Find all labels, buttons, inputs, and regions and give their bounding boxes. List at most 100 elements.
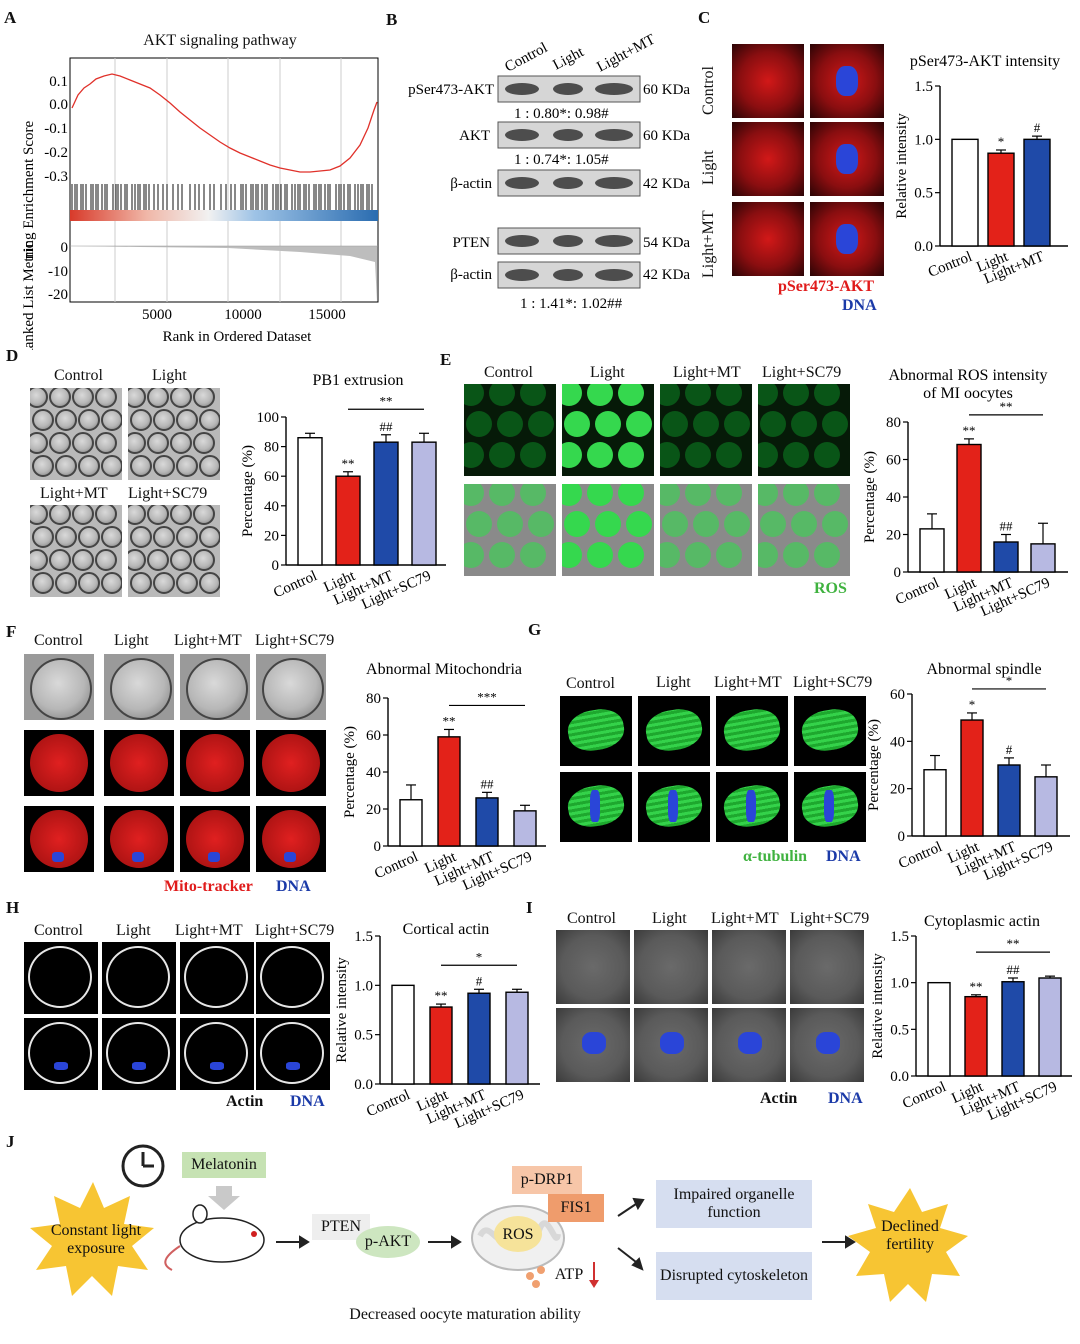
oocyte xyxy=(466,511,492,537)
significance-mark: ** xyxy=(342,456,355,471)
lane-label: Light xyxy=(550,44,587,74)
bar-light-sc79 xyxy=(411,441,437,566)
y-tick-label: 0 xyxy=(272,558,280,574)
bar-light-mt xyxy=(467,992,491,1085)
blot-band xyxy=(505,83,539,95)
bar-control xyxy=(951,138,979,247)
dna-spot xyxy=(836,144,858,174)
actin-dna-merged-image xyxy=(790,1008,864,1082)
oocyte xyxy=(32,455,54,477)
oocyte xyxy=(464,442,484,468)
bracket-significance: * xyxy=(1006,673,1013,688)
actin-dna-merged-image xyxy=(556,1008,630,1082)
y-axis-label: Relative intensity xyxy=(334,957,350,1063)
dna-spot xyxy=(824,790,834,822)
pten-box: PTEN xyxy=(321,1218,361,1235)
declined-fertility-text: Declined fertility xyxy=(881,1218,939,1253)
a-xtick: 15000 xyxy=(308,307,346,323)
i-stain-label: DNA xyxy=(828,1090,863,1107)
oocyte xyxy=(199,455,220,477)
blot-band xyxy=(505,177,539,189)
spindle-image xyxy=(716,696,788,766)
cytoplasmic-actin-image xyxy=(712,930,786,1004)
oocyte xyxy=(716,442,742,468)
dna-spot xyxy=(668,790,678,822)
h-img-label: Light+MT xyxy=(175,922,243,939)
blot-band xyxy=(553,129,583,141)
oocyte xyxy=(72,432,94,454)
oocyte xyxy=(662,411,688,437)
oocyte xyxy=(95,505,117,525)
oocyte xyxy=(562,484,582,506)
blot-ratio: 1 : 0.80*: 0.98# xyxy=(514,106,609,122)
ranked-metric-area xyxy=(72,246,377,302)
blot-row-label: PTEN xyxy=(453,235,491,251)
cortical-actin-image xyxy=(102,942,176,1014)
oocyte xyxy=(153,572,175,594)
oocyte xyxy=(783,442,809,468)
oocyte xyxy=(170,505,192,525)
mouse-icon xyxy=(164,1204,265,1271)
oocyte xyxy=(489,442,515,468)
oocyte-outline xyxy=(184,1022,248,1084)
blot-band xyxy=(505,269,539,281)
ros-fluorescence-image xyxy=(660,384,752,476)
oocyte xyxy=(660,384,680,406)
chart-title: Abnormal Mitochondria xyxy=(366,661,522,678)
g-img-label: Control xyxy=(566,675,615,692)
actin-dna-merged-image xyxy=(712,1008,786,1082)
pakt-stain-image xyxy=(732,44,804,118)
oocyte xyxy=(55,455,77,477)
oocyte xyxy=(562,384,582,406)
i-img-label: Light+MT xyxy=(711,910,779,927)
y-tick-label: 1.5 xyxy=(890,929,909,945)
blot-band xyxy=(505,235,539,247)
oocyte xyxy=(32,409,54,431)
dna-spot xyxy=(286,1062,300,1070)
oocyte xyxy=(130,572,152,594)
blot-band xyxy=(505,129,539,141)
oocyte xyxy=(618,484,644,506)
y-tick-label: 0 xyxy=(374,839,382,855)
oocyte-outline xyxy=(260,946,324,1008)
e-stain-label: ROS xyxy=(814,580,847,597)
mito-dna-merged-image xyxy=(180,806,250,872)
oocyte xyxy=(660,542,680,568)
oocyte xyxy=(662,511,688,537)
i-img-label: Light+SC79 xyxy=(790,910,870,927)
oocyte xyxy=(78,572,100,594)
oocyte xyxy=(520,442,546,468)
oocyte xyxy=(660,442,680,468)
oocyte xyxy=(176,409,198,431)
bar-light-sc79 xyxy=(1034,776,1058,837)
oocyte xyxy=(724,411,750,437)
a-ytick: -0.2 xyxy=(44,145,68,161)
bar-light-sc79 xyxy=(1030,543,1056,573)
oocyte xyxy=(685,384,711,406)
dna-spot xyxy=(210,1062,224,1070)
oocyte xyxy=(130,526,152,548)
panel-label-f: F xyxy=(6,622,17,641)
merged-stain-image xyxy=(810,44,884,118)
oocyte xyxy=(822,411,848,437)
bar-light-mt xyxy=(1001,981,1025,1077)
dna-spot xyxy=(590,790,600,822)
y-tick-label: 20 xyxy=(890,782,905,798)
f-img-label: Light+MT xyxy=(174,632,242,649)
oocyte xyxy=(497,411,523,437)
dna-spot xyxy=(836,66,858,96)
blot-row-label: β-actin xyxy=(450,267,492,283)
chart-title: pSer473-AKT intensity xyxy=(910,53,1060,70)
y-axis-label: Percentage (%) xyxy=(342,726,358,818)
bar-control xyxy=(927,981,951,1077)
oocyte xyxy=(176,572,198,594)
spindle-shape xyxy=(798,705,862,755)
actin-dna-merged-image xyxy=(24,1018,98,1090)
oocyte xyxy=(758,484,778,506)
fis1-box: FIS1 xyxy=(560,1199,592,1216)
dna-spot xyxy=(132,1062,146,1070)
oocyte xyxy=(110,658,172,720)
oocyte-outline xyxy=(184,946,248,1008)
d-img-label: Light+SC79 xyxy=(128,485,208,502)
